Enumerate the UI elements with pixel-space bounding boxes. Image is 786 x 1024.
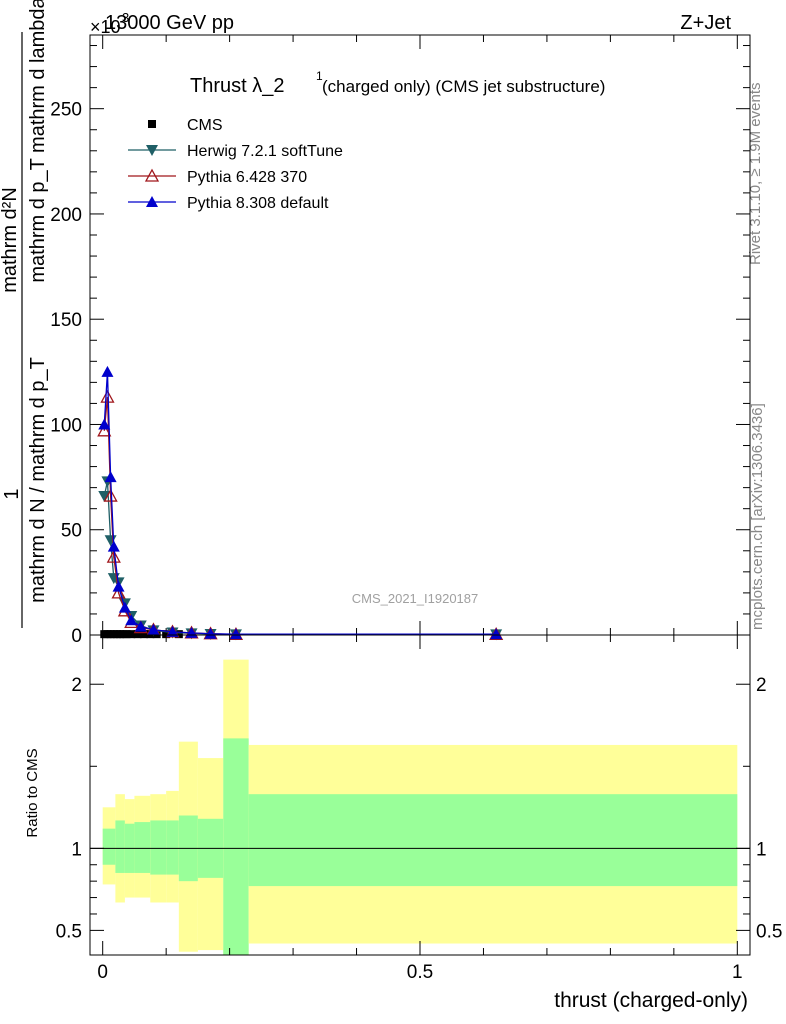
point-pythia-8-308-default-5 bbox=[118, 601, 131, 613]
ratio-inner-band-3 bbox=[134, 822, 151, 873]
ratio-inner-band-8 bbox=[223, 738, 249, 955]
analysis-watermark: CMS_2021_I1920187 bbox=[352, 591, 479, 606]
point-pythia-8-308-default-3 bbox=[107, 540, 120, 552]
point-pythia-8-308-default-13 bbox=[490, 628, 503, 640]
y-scale-exponent: ×10 3 bbox=[90, 10, 129, 37]
ratio-xtick-label-2: 1 bbox=[732, 962, 743, 983]
point-herwig-7-2-1-softtune-0 bbox=[98, 491, 111, 503]
point-cms-7 bbox=[122, 630, 131, 639]
ratio-inner-band-0 bbox=[102, 828, 116, 865]
legend-marker-pythia-6-428-370 bbox=[144, 168, 160, 182]
point-pythia-6-428-370-1 bbox=[100, 389, 115, 403]
ratio-panel: 0 0.5 1 0.5 0.5 1 1 2 2 bbox=[56, 634, 782, 983]
point-pythia-6-428-370-4 bbox=[111, 585, 126, 599]
point-pythia-8-308-default-11 bbox=[204, 627, 217, 639]
ratio-xtick-label-0: 0 bbox=[97, 962, 108, 983]
point-cms-8 bbox=[127, 630, 136, 639]
main-ytick-label-3: 150 bbox=[50, 310, 82, 331]
mcplots-label: mcplots.cern.ch [arXiv:1306.3436] bbox=[749, 403, 766, 630]
plot-title: Thrust λ_2 1 (charged only) (CMS jet sub… bbox=[190, 69, 605, 97]
ratio-inner-band-5 bbox=[166, 820, 179, 875]
x-axis-label: thrust (charged-only) bbox=[554, 989, 748, 1012]
ratio-inner-band-1 bbox=[115, 820, 125, 873]
ratio-inner-band-4 bbox=[150, 820, 167, 875]
ratio-ytick-label-left-2: 2 bbox=[71, 675, 82, 696]
ratio-inner-band-9 bbox=[248, 794, 738, 887]
point-cms-9 bbox=[133, 630, 142, 639]
ratio-xtick-label-1: 0.5 bbox=[407, 962, 433, 983]
ratio-ytick-label-left-1: 1 bbox=[71, 839, 82, 860]
legend-label-cms: CMS bbox=[187, 117, 223, 134]
point-cms-13 bbox=[162, 630, 171, 639]
main-ytick-label-0: 0 bbox=[71, 626, 82, 647]
legend-label-herwig-7-2-1-softtune: Herwig 7.2.1 softTune bbox=[187, 143, 343, 160]
main-ytick-label-5: 250 bbox=[50, 100, 82, 121]
y-label-numerator: mathrm d²N bbox=[0, 187, 21, 293]
point-pythia-8-308-default-1 bbox=[101, 365, 114, 377]
point-pythia-8-308-default-2 bbox=[104, 471, 117, 483]
y-label-one: 1 bbox=[1, 488, 23, 499]
point-pythia-6-428-370-3 bbox=[106, 549, 121, 563]
point-pythia-8-308-default-6 bbox=[125, 614, 138, 626]
y-axis-label: 1 mathrm d²N mathrm d N / mathrm d p_T m… bbox=[0, 0, 49, 628]
legend: CMS Herwig 7.2.1 softTune Pythia 6.428 370… bbox=[128, 117, 343, 212]
header-energy: 13000 GeV pp bbox=[105, 12, 234, 34]
point-pythia-6-428-370-0 bbox=[97, 423, 112, 437]
point-pythia-8-308-default-4 bbox=[112, 580, 125, 592]
plot-title-rest: (charged only) (CMS jet substructure) bbox=[322, 77, 605, 96]
point-cms-10 bbox=[139, 630, 148, 639]
series-line-herwig-7-2-1-softtune bbox=[103, 481, 497, 636]
legend-label-pythia-6-428-370: Pythia 6.428 370 bbox=[187, 169, 307, 186]
point-pythia-8-308-default-12 bbox=[229, 628, 242, 640]
point-pythia-8-308-default-0 bbox=[98, 418, 111, 430]
y-scale-exponent-power: 3 bbox=[122, 10, 129, 25]
main-panel: 0 50 100 150 200 250 bbox=[50, 34, 751, 647]
y-scale-exponent-base: ×10 bbox=[90, 17, 121, 37]
point-pythia-8-308-default-9 bbox=[166, 625, 179, 637]
legend-label-pythia-8-308-default: Pythia 8.308 default bbox=[187, 195, 329, 212]
main-ytick-label-1: 50 bbox=[61, 521, 82, 542]
plot-title-main: Thrust λ_2 bbox=[190, 75, 284, 97]
header-process: Z+Jet bbox=[680, 12, 731, 34]
point-pythia-6-428-370-2 bbox=[103, 488, 118, 502]
plot-title-sup: 1 bbox=[316, 69, 323, 83]
ratio-y-label: Ratio to CMS bbox=[24, 748, 41, 837]
main-ytick-label-4: 200 bbox=[50, 205, 82, 226]
y-label-denominator-a: mathrm d N / mathrm d p_T bbox=[27, 357, 49, 603]
ratio-ytick-label-right-1: 1 bbox=[756, 839, 767, 860]
point-pythia-8-308-default-8 bbox=[147, 623, 160, 635]
point-pythia-8-308-default-7 bbox=[134, 620, 147, 632]
point-cms-14 bbox=[174, 630, 183, 639]
ratio-ytick-label-left-0: 0.5 bbox=[56, 921, 82, 942]
ratio-ytick-label-right-0: 0.5 bbox=[756, 921, 782, 942]
main-ytick-label-2: 100 bbox=[50, 415, 82, 436]
y-label-denominator-b: mathrm d p_T mathrm d lambda bbox=[27, 0, 49, 283]
legend-marker-pythia-8-308-default bbox=[146, 196, 158, 207]
legend-marker-herwig-7-2-1-softtune bbox=[146, 145, 158, 156]
ratio-ytick-label-right-2: 2 bbox=[756, 675, 767, 696]
rivet-label: Rivet 3.1.10, ≥ 1.9M events bbox=[747, 83, 764, 266]
legend-marker-cms bbox=[148, 120, 156, 128]
